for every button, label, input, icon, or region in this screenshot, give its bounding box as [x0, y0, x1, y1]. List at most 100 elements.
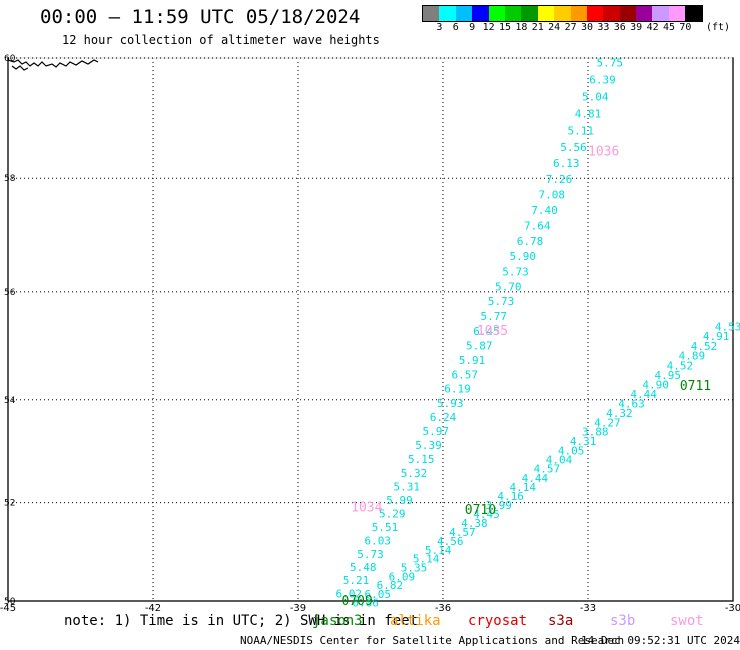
wave-height-value: 5.35	[401, 562, 428, 575]
color-swatch	[455, 6, 473, 21]
color-scale-label: 18	[515, 22, 528, 33]
wave-height-value: 5.15	[408, 453, 435, 466]
wave-height-value: 6.57	[452, 368, 479, 381]
wave-height-value: 4.31	[570, 435, 597, 448]
coastline	[7, 59, 99, 71]
wave-height-value: 5.75	[597, 56, 624, 69]
longitude-tick-label: -39	[290, 603, 306, 614]
wave-height-value: 4.38	[461, 517, 488, 530]
color-swatch	[439, 6, 456, 21]
color-scale-label: 33	[597, 22, 610, 33]
wave-height-value: 4.04	[546, 454, 573, 467]
wave-height-value: 6.06	[352, 596, 379, 609]
wave-height-value: 5.11	[568, 124, 595, 137]
longitude-tick-label: -45	[0, 603, 16, 614]
wave-height-value: 4.14	[510, 481, 537, 494]
wave-height-tracks: 5.75 6.39 5.04 4.81 5.11 5.56 6.13 7.26 7.08 7.40…	[336, 56, 740, 609]
color-swatch	[603, 6, 620, 21]
map-frame	[7, 57, 734, 602]
wave-height-value: 6.39	[589, 74, 616, 87]
wave-height-value: 3.88	[582, 426, 609, 439]
wave-height-value: 5.51	[372, 521, 399, 534]
color-scale-label: 27	[564, 22, 577, 33]
color-swatch	[652, 6, 669, 21]
color-scale-label: 21	[531, 22, 544, 33]
wave-height-value: 5.77	[481, 310, 508, 323]
latitude-tick-label: 52	[4, 499, 15, 509]
satellite-legend-s3a: s3a	[548, 613, 574, 629]
wave-height-value: 5.73	[502, 265, 529, 278]
wave-height-value: 6.02	[336, 587, 363, 600]
wave-height-value: 5.93	[437, 397, 464, 410]
wave-height-value: 4.57	[449, 526, 476, 539]
wave-height-value: 4.81	[575, 108, 602, 121]
latitude-tick-label: 56	[4, 288, 16, 298]
color-swatch	[488, 6, 505, 21]
wave-height-value: 4.53	[715, 320, 740, 333]
wave-height-value: 4.63	[618, 397, 645, 410]
wave-height-value: 5.91	[459, 354, 486, 367]
wave-height-value: 4.27	[594, 416, 621, 429]
wave-height-value: 5.48	[350, 561, 377, 574]
wave-height-value: 4.56	[437, 535, 464, 548]
wave-height-value: 5.04	[582, 91, 609, 104]
wave-height-value: 6.78	[517, 235, 544, 248]
wave-height-value: 7.26	[546, 173, 573, 186]
color-scale-label: 9	[469, 22, 476, 33]
longitude-tick-label: -42	[145, 603, 161, 614]
wave-height-value: 4.52	[691, 340, 718, 353]
color-scale-unit: (ft)	[705, 22, 731, 33]
greenland-coastline	[7, 59, 99, 71]
wave-height-value: 6.13	[553, 157, 580, 170]
wave-height-value: 5.31	[394, 481, 421, 494]
wave-height-value: 4.90	[642, 378, 669, 391]
color-swatch	[423, 6, 440, 21]
wave-height-value: 5.87	[466, 339, 493, 352]
wave-height-value: 4.89	[679, 350, 706, 363]
satellite-legend-altika: altika	[390, 613, 441, 629]
pass-number-label: 0711	[680, 379, 711, 394]
wave-height-value: 5.32	[401, 467, 428, 480]
color-scale-bar	[422, 5, 703, 22]
color-swatch	[685, 6, 702, 21]
wave-height-value: 4.16	[497, 490, 524, 503]
wave-height-value: 4.57	[534, 463, 561, 476]
longitude-tick-label: -33	[580, 603, 596, 614]
color-swatch	[586, 6, 604, 21]
wave-height-value: 5.56	[560, 141, 587, 154]
render-timestamp: 14 Dec 09:52:31 UTC 2024	[581, 634, 740, 647]
wave-height-value: 7.08	[539, 188, 566, 201]
credit-footer: NOAA/NESDIS Center for Satellite Applica…	[240, 634, 625, 647]
wave-height-value: 4.95	[655, 369, 682, 382]
wave-height-value: 4.05	[558, 444, 585, 457]
wave-height-value: 5.21	[343, 574, 370, 587]
pass-labels: 1036 1035 1034 0711 0710 0709	[342, 145, 712, 609]
satellite-legend-swot: swot	[670, 613, 704, 629]
wave-height-value: 6.24	[430, 411, 457, 424]
wave-height-value: 6.03	[365, 535, 392, 548]
latitude-tick-label: 50	[4, 597, 16, 607]
color-scale-label: 6	[452, 22, 459, 33]
color-scale-label: 45	[662, 22, 676, 33]
color-swatch	[472, 6, 489, 21]
color-scale-label: 3	[436, 22, 443, 33]
wave-height-value: 6.82	[377, 579, 404, 592]
wave-height-value: 4.52	[667, 359, 694, 372]
color-scale-label: 24	[548, 22, 561, 33]
wave-height-value: 5.97	[423, 425, 450, 438]
satellite-legend-cryosat: cryosat	[468, 613, 528, 629]
axis-tick-labels: -45 -42 -39 -36 -33 -30 50 52 54 56 58 60	[0, 54, 740, 614]
color-swatch	[668, 6, 686, 21]
map-grid	[7, 57, 734, 602]
wave-height-value: 6.45	[473, 325, 500, 338]
wave-height-value: 5.99	[386, 494, 413, 507]
wave-height-value: 5.73	[488, 295, 515, 308]
pass-number-label: 0709	[342, 594, 373, 609]
color-swatch	[504, 6, 522, 21]
color-scale-label: 70	[679, 22, 692, 33]
wave-height-value: 4.45	[473, 508, 500, 521]
latitude-tick-label: 60	[4, 54, 16, 64]
wave-height-value: 5.39	[415, 439, 442, 452]
pass-number-label: 1036	[588, 145, 619, 160]
